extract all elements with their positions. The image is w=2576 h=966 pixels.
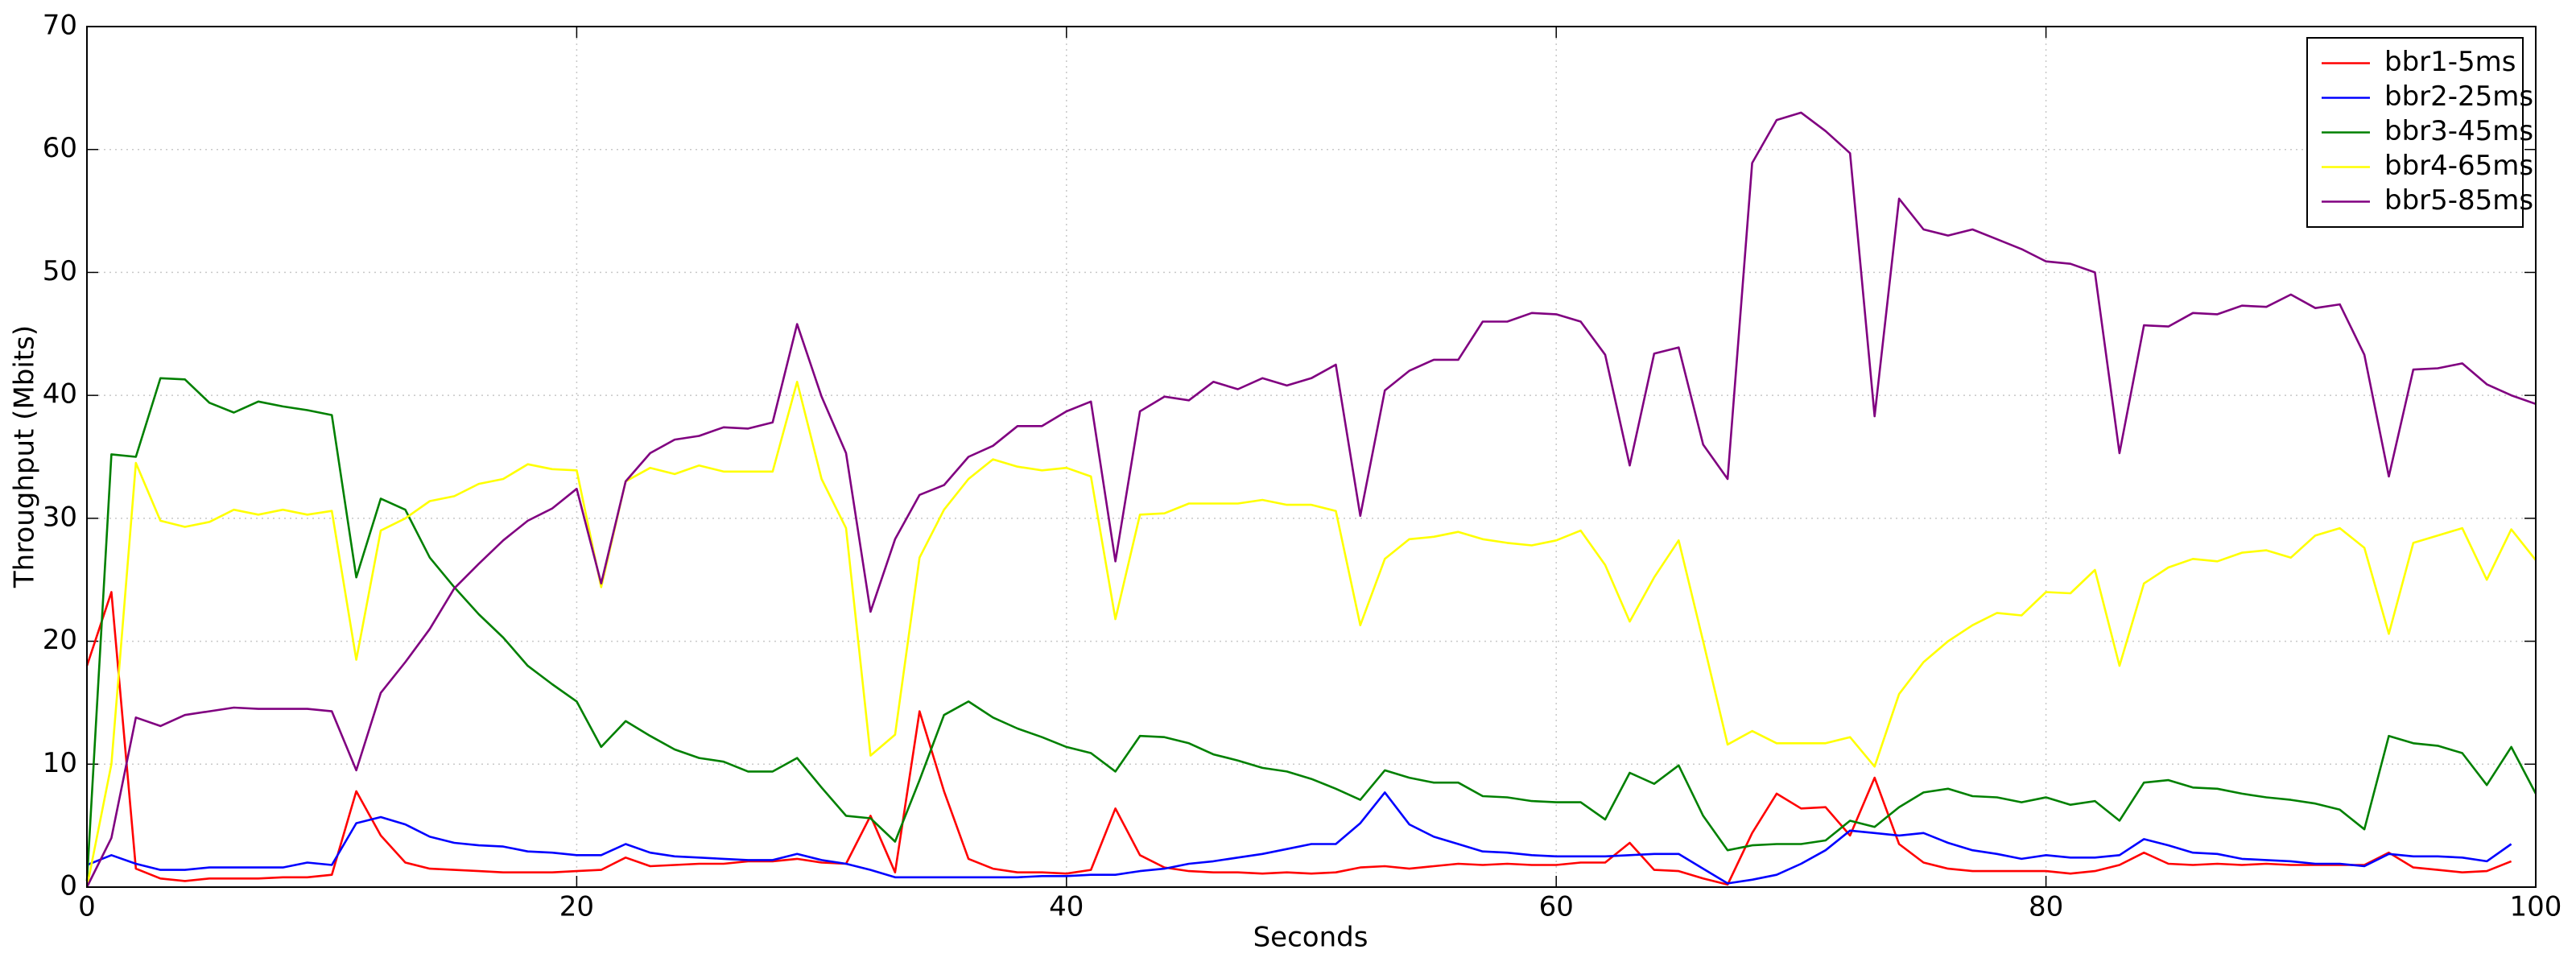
y-axis-label: Throughput (Mbits) xyxy=(9,325,41,588)
x-tick-label: 0 xyxy=(78,891,96,923)
x-axis-label: Seconds xyxy=(1253,922,1368,954)
y-tick-label: 40 xyxy=(43,378,77,411)
legend-label: bbr4-65ms xyxy=(2384,150,2533,182)
y-tick-label: 60 xyxy=(43,132,77,164)
series-line xyxy=(85,111,2537,888)
y-tick-label: 10 xyxy=(43,747,77,779)
legend: bbr1-5msbbr2-25msbbr3-45msbbr4-65msbbr5-… xyxy=(2306,37,2533,228)
legend-label: bbr1-5ms xyxy=(2384,46,2516,78)
y-tick-label: 20 xyxy=(43,624,77,656)
series-line xyxy=(85,381,2537,888)
y-tick-label: 70 xyxy=(43,10,77,42)
plot-frame xyxy=(86,26,2537,888)
series-line xyxy=(85,591,2512,886)
x-tick-label: 100 xyxy=(2510,891,2562,923)
x-tick-label: 60 xyxy=(1539,891,1574,923)
x-tick-label: 80 xyxy=(2029,891,2063,923)
x-tick-label: 20 xyxy=(559,891,594,923)
y-tick-label: 30 xyxy=(43,501,77,533)
legend-label: bbr2-25ms xyxy=(2384,80,2533,113)
legend-label: bbr3-45ms xyxy=(2384,115,2533,147)
x-tick-label: 40 xyxy=(1049,891,1084,923)
legend-label: bbr5-85ms xyxy=(2384,184,2533,217)
series-line xyxy=(86,791,2512,885)
y-tick-label: 0 xyxy=(60,870,77,902)
y-tick-label: 50 xyxy=(43,255,77,287)
series-line xyxy=(85,377,2537,881)
